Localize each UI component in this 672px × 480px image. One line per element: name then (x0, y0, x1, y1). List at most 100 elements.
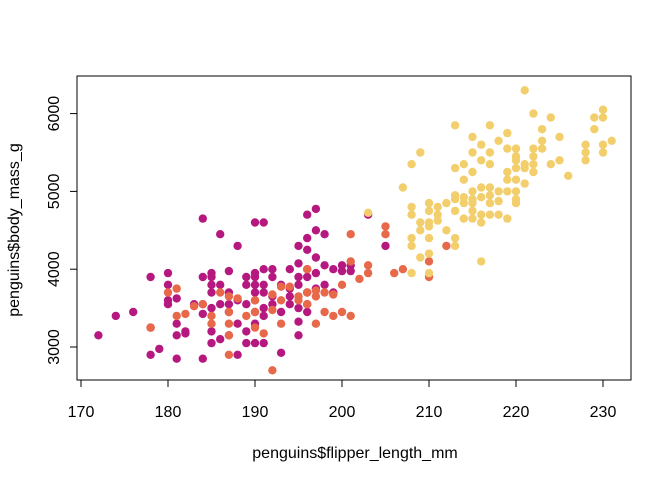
x-tick-label: 180 (155, 404, 182, 421)
data-point (198, 272, 207, 282)
data-point (424, 233, 434, 243)
data-point (311, 286, 321, 295)
data-point (320, 280, 329, 289)
data-point (450, 241, 460, 251)
data-point (477, 140, 486, 149)
data-point (242, 311, 251, 321)
data-point (485, 198, 495, 208)
data-point (216, 288, 225, 297)
data-point (381, 222, 390, 231)
data-point (477, 218, 486, 227)
data-point (416, 253, 425, 262)
data-point (468, 167, 477, 177)
data-point (268, 265, 277, 274)
x-tick-label: 210 (416, 404, 443, 421)
x-tick-label: 230 (590, 404, 617, 421)
data-point (537, 136, 547, 145)
data-point (407, 233, 416, 243)
data-point (276, 348, 286, 357)
data-point (259, 265, 268, 274)
data-point (598, 105, 608, 114)
data-point (459, 214, 468, 223)
data-point (207, 288, 216, 297)
data-point (285, 282, 294, 291)
data-point (294, 280, 303, 289)
data-point (268, 300, 277, 309)
data-point (433, 216, 442, 225)
data-point (424, 268, 434, 278)
data-point (207, 338, 216, 348)
points-layer (94, 86, 616, 375)
data-point (268, 272, 277, 282)
x-tick-label: 200 (329, 404, 356, 421)
data-point (320, 288, 329, 297)
data-point (433, 210, 442, 219)
data-point (485, 210, 495, 219)
data-point (485, 160, 495, 169)
data-point (442, 241, 451, 251)
data-point (450, 233, 460, 243)
data-point (555, 132, 564, 142)
data-point (198, 300, 207, 309)
data-point (598, 148, 608, 157)
data-point (172, 319, 181, 328)
data-point (259, 338, 268, 348)
data-point (276, 296, 286, 305)
data-point (250, 218, 260, 227)
data-point (416, 148, 425, 157)
data-point (511, 163, 521, 173)
data-point (311, 226, 321, 235)
y-tick-label: 5000 (46, 174, 63, 210)
data-point (337, 266, 347, 276)
data-point (459, 198, 468, 208)
data-point (276, 307, 286, 317)
data-point (242, 272, 251, 282)
data-point (320, 261, 329, 270)
data-point (207, 311, 216, 321)
x-tick-label: 190 (242, 404, 269, 421)
data-point (233, 294, 242, 303)
data-point (398, 183, 408, 192)
data-point (503, 175, 512, 184)
data-point (207, 303, 216, 313)
data-point (363, 208, 373, 217)
data-point (163, 268, 173, 278)
data-point (294, 259, 303, 268)
data-point (477, 183, 486, 192)
data-point (381, 241, 390, 251)
data-point (337, 261, 347, 270)
data-point (181, 329, 190, 338)
data-point (511, 152, 521, 161)
data-point (511, 144, 521, 153)
data-point (485, 148, 495, 157)
data-point (224, 307, 234, 317)
data-point (346, 257, 355, 266)
data-point (477, 257, 486, 266)
data-point (607, 136, 616, 145)
data-point (529, 144, 538, 153)
data-point (459, 160, 468, 169)
data-point (590, 113, 599, 122)
data-point (450, 195, 460, 204)
data-point (250, 307, 260, 317)
data-point (259, 218, 268, 227)
data-point (581, 156, 590, 165)
data-point (590, 125, 599, 134)
data-point (294, 317, 303, 326)
data-point (450, 206, 460, 216)
data-point (320, 307, 329, 317)
data-point (529, 160, 538, 169)
x-axis-title: penguins$flipper_length_mm (252, 445, 457, 462)
data-point (259, 288, 268, 297)
data-point (189, 302, 199, 311)
data-point (233, 241, 242, 251)
data-point (494, 187, 503, 196)
data-point (511, 198, 521, 208)
data-point (303, 272, 312, 282)
data-point (303, 245, 312, 254)
data-point (242, 300, 251, 309)
data-point (172, 354, 181, 363)
y-tick-label: 6000 (46, 96, 63, 132)
data-point (268, 290, 277, 299)
data-point (494, 136, 503, 145)
